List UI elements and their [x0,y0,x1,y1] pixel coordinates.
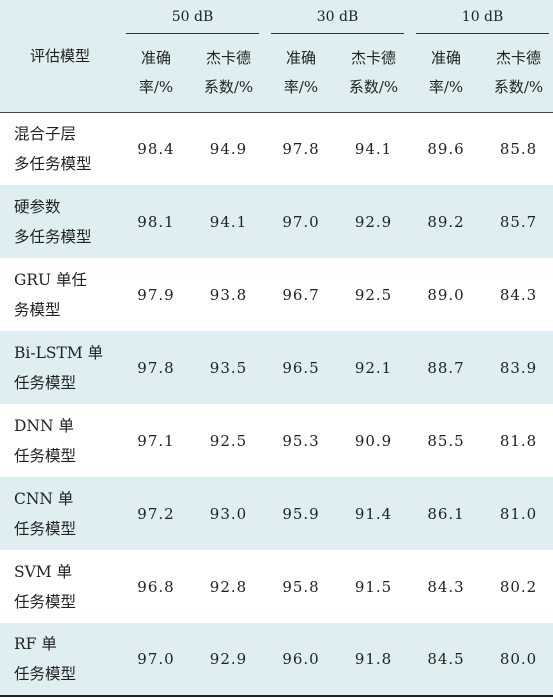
jaccard-header: 杰卡德 系数/% [203,48,254,96]
table-header: 评估模型 50 dB 30 dB 10 dB 准确 率/% 杰卡德 系数/% 准确率… [0,0,553,112]
accuracy-header: 准确 率/% [283,48,319,96]
table-cell: 97.0 [137,650,175,668]
model-name: GRU 单任 务模型 [14,270,88,319]
jaccard-header: 杰卡德 系数/% [348,48,399,96]
model-name: CNN 单任务模型 [14,489,77,538]
table-body: 混合子层 多任务模型 98.4 94.9 97.8 94.1 89.6 85.8 … [0,112,553,695]
table-cell: 84.3 [427,577,465,596]
table-cell: 92.9 [354,212,393,231]
table-cell: 97.2 [137,504,175,523]
group-header-50db: 50 dB [120,0,265,34]
table-cell: 97.0 [282,212,320,231]
table-cell: 92.8 [209,577,248,596]
table-cell: 95.3 [282,431,320,450]
table-cell: 85.7 [499,212,538,231]
table-cell: 84.3 [499,285,538,304]
table-cell: 89.2 [427,212,465,231]
table-cell: 93.5 [209,358,248,377]
table-cell: 85.8 [499,139,538,158]
table-cell: 95.8 [282,577,320,596]
model-name: 混合子层 多任务模型 [14,124,92,173]
table-cell: 96.5 [282,358,320,377]
table-cell: 92.5 [354,285,393,304]
table-cell: 84.5 [427,650,465,668]
accuracy-header: 准确 率/% [138,48,174,96]
table-cell: 92.5 [209,431,248,450]
table-row: CNN 单任务模型 97.2 93.0 95.9 91.4 86.1 81.0 [0,477,553,550]
model-name: DNN 单任务模型 [14,416,77,465]
table-cell: 95.9 [282,504,320,523]
bottom-rule [0,695,553,697]
table-row: 硬参数 多任务模型 98.1 94.1 97.0 92.9 89.2 85.7 [0,185,553,258]
table-cell: 88.7 [427,358,465,377]
table-row: SVM 单任务模型 96.8 92.8 95.8 91.5 84.3 80.2 [0,550,553,623]
table-cell: 91.8 [354,650,393,668]
model-column-header: 评估模型 [29,47,90,66]
table-cell: 91.5 [354,577,393,596]
table-cell: 94.1 [354,139,393,158]
group-header-30db: 30 dB [265,0,410,34]
table-cell: 92.1 [354,358,393,377]
table-row: DNN 单任务模型 97.1 92.5 95.3 90.9 85.5 81.8 [0,404,553,477]
table-row: 混合子层 多任务模型 98.4 94.9 97.8 94.1 89.6 85.8 [0,112,553,185]
group-header-10db: 10 dB [410,0,553,34]
table-cell: 93.0 [209,504,248,523]
table-cell: 94.1 [209,212,248,231]
table-cell: 92.9 [209,650,248,668]
model-name: Bi-LSTM 单任务模型 [14,343,104,392]
table-cell: 89.6 [427,139,465,158]
table-cell: 93.8 [209,285,248,304]
table-cell: 80.2 [499,577,538,596]
table-cell: 98.4 [137,139,175,158]
table-cell: 83.9 [499,358,538,377]
table-row: Bi-LSTM 单任务模型 97.8 93.5 96.5 92.1 88.7 8… [0,331,553,404]
model-name: RF 单任务模型 [14,635,77,683]
jaccard-header: 杰卡德 系数/% [493,48,544,96]
table-cell: 98.1 [137,212,175,231]
table-cell: 86.1 [427,504,465,523]
model-name: SVM 单任务模型 [14,562,77,611]
table-row: GRU 单任 务模型 97.9 93.8 96.7 92.5 89.0 84.3 [0,258,553,331]
table-cell: 97.8 [137,358,175,377]
table-cell: 81.8 [499,431,538,450]
table-cell: 97.8 [282,139,320,158]
table-cell: 94.9 [209,139,248,158]
table-cell: 89.0 [427,285,465,304]
table-cell: 96.8 [137,577,175,596]
table-cell: 80.0 [499,650,538,668]
table-cell: 85.5 [427,431,465,450]
table-cell: 91.4 [354,504,393,523]
table-cell: 97.9 [137,285,175,304]
table-cell: 81.0 [499,504,538,523]
table-cell: 97.1 [137,431,175,450]
model-name: 硬参数 多任务模型 [14,197,92,246]
table-cell: 90.9 [354,431,393,450]
accuracy-header: 准确 率/% [428,48,464,96]
table-cell: 96.7 [282,285,320,304]
table-cell: 96.0 [282,650,320,668]
table-row: RF 单任务模型 97.0 92.9 96.0 91.8 84.5 80.0 [0,623,553,695]
